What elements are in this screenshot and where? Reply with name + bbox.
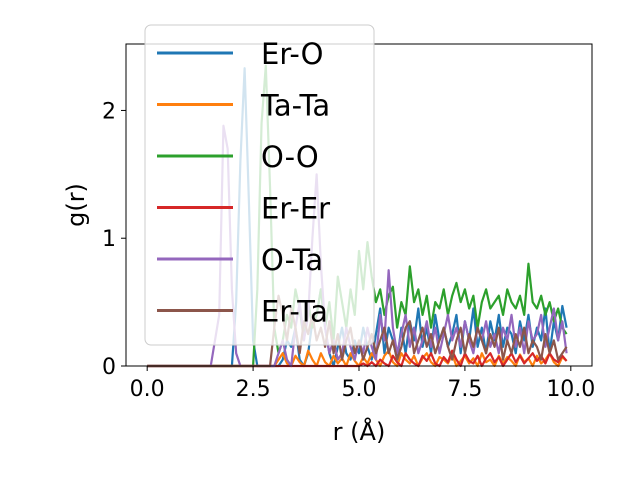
legend-label-er-o: Er-O — [261, 37, 324, 71]
legend: Er-O Ta-Ta O-O Er-Er O-Ta Er-Ta — [144, 24, 375, 346]
x-tick-label: 0.0 — [130, 377, 165, 402]
x-tick-label: 2.5 — [236, 377, 271, 402]
legend-label-er-ta: Er-Ta — [261, 295, 328, 329]
y-axis: 0 1 2 — [102, 99, 126, 380]
legend-label-o-ta: O-Ta — [261, 243, 323, 277]
legend-items: Er-O Ta-Ta O-O Er-Er O-Ta Er-Ta — [157, 37, 330, 329]
legend-label-er-er: Er-Er — [261, 192, 330, 226]
x-axis-label: r (Å) — [333, 417, 386, 446]
series-line-ta-ta — [147, 349, 568, 368]
x-tick-label: 7.5 — [447, 377, 482, 402]
y-tick-label: 0 — [102, 355, 116, 380]
x-axis: 0.0 2.5 5.0 7.5 10.0 — [130, 366, 595, 402]
y-axis-label: g(r) — [62, 183, 90, 227]
legend-label-o-o: O-O — [261, 140, 319, 174]
x-tick-label: 10.0 — [546, 377, 595, 402]
y-tick-label: 1 — [102, 227, 116, 252]
legend-box — [144, 24, 375, 346]
legend-label-ta-ta: Ta-Ta — [260, 89, 330, 123]
y-tick-label: 2 — [102, 99, 116, 124]
x-tick-label: 5.0 — [342, 377, 377, 402]
